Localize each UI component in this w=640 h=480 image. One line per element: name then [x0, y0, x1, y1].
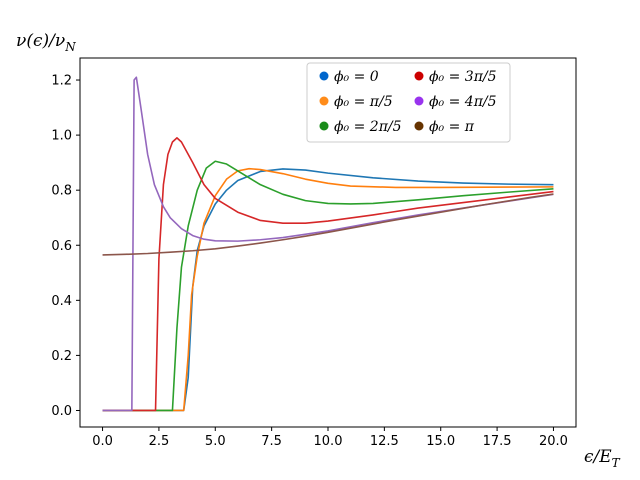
x-tick-label: 0.0 [92, 434, 113, 449]
x-tick-label: 12.5 [370, 434, 399, 449]
x-tick-label: 2.5 [149, 434, 170, 449]
y-tick-label: 0.2 [51, 349, 72, 364]
legend-label-1: ϕ₀ = 0 [334, 69, 379, 85]
series-line-3 [102, 160, 554, 412]
legend-label-5: ϕ₀ = 4π/5 [429, 94, 497, 110]
x-axis-label-main: ϵ/E [584, 447, 612, 467]
series-line-4 [102, 137, 554, 412]
y-axis: 0.0 0.2 0.4 0.6 0.8 1.0 1.2 [51, 74, 80, 419]
legend-marker-4 [414, 71, 424, 81]
y-tick-label: 1.0 [51, 129, 72, 144]
legend-marker-5 [414, 96, 424, 106]
series-line-6 [102, 193, 554, 256]
x-tick-label: 15.0 [426, 434, 455, 449]
y-tick-label: 0.0 [51, 404, 72, 419]
x-axis-label-sub: T [612, 456, 621, 470]
x-axis-label: ϵ/ET [584, 447, 621, 470]
series-line-5 [102, 76, 554, 412]
x-tick-label: 17.5 [483, 434, 512, 449]
y-tick-label: 0.4 [51, 294, 72, 309]
x-axis: 0.0 2.5 5.0 7.5 10.0 12.5 15.0 17.5 20.0 [92, 427, 568, 449]
legend-marker-6 [414, 121, 424, 131]
legend-marker-1 [319, 71, 329, 81]
x-tick-label: 7.5 [261, 434, 282, 449]
legend-label-2: ϕ₀ = π/5 [334, 94, 393, 110]
series-layer [102, 76, 554, 412]
y-axis-label: ν(ϵ)/νN [16, 31, 76, 54]
legend-marker-3 [319, 121, 329, 131]
legend-box [306, 62, 511, 143]
legend-label-6: ϕ₀ = π [429, 119, 475, 135]
legend-label-3: ϕ₀ = 2π/5 [334, 119, 402, 135]
x-tick-label: 5.0 [205, 434, 226, 449]
y-tick-label: 0.6 [51, 239, 72, 254]
y-tick-label: 1.2 [51, 74, 72, 89]
y-tick-label: 0.8 [51, 184, 72, 199]
y-axis-label-main: ν(ϵ)/ν [16, 31, 65, 51]
legend-marker-2 [319, 96, 329, 106]
legend-label-4: ϕ₀ = 3π/5 [429, 69, 497, 85]
series-line-2 [102, 167, 554, 412]
x-tick-label: 10.0 [314, 434, 343, 449]
legend: ϕ₀ = 0 ϕ₀ = π/5 ϕ₀ = 2π/5 ϕ₀ = 3π/5 ϕ₀ = 4π/… [306, 62, 511, 143]
x-tick-label: 20.0 [539, 434, 568, 449]
y-axis-label-sub: N [64, 40, 76, 54]
